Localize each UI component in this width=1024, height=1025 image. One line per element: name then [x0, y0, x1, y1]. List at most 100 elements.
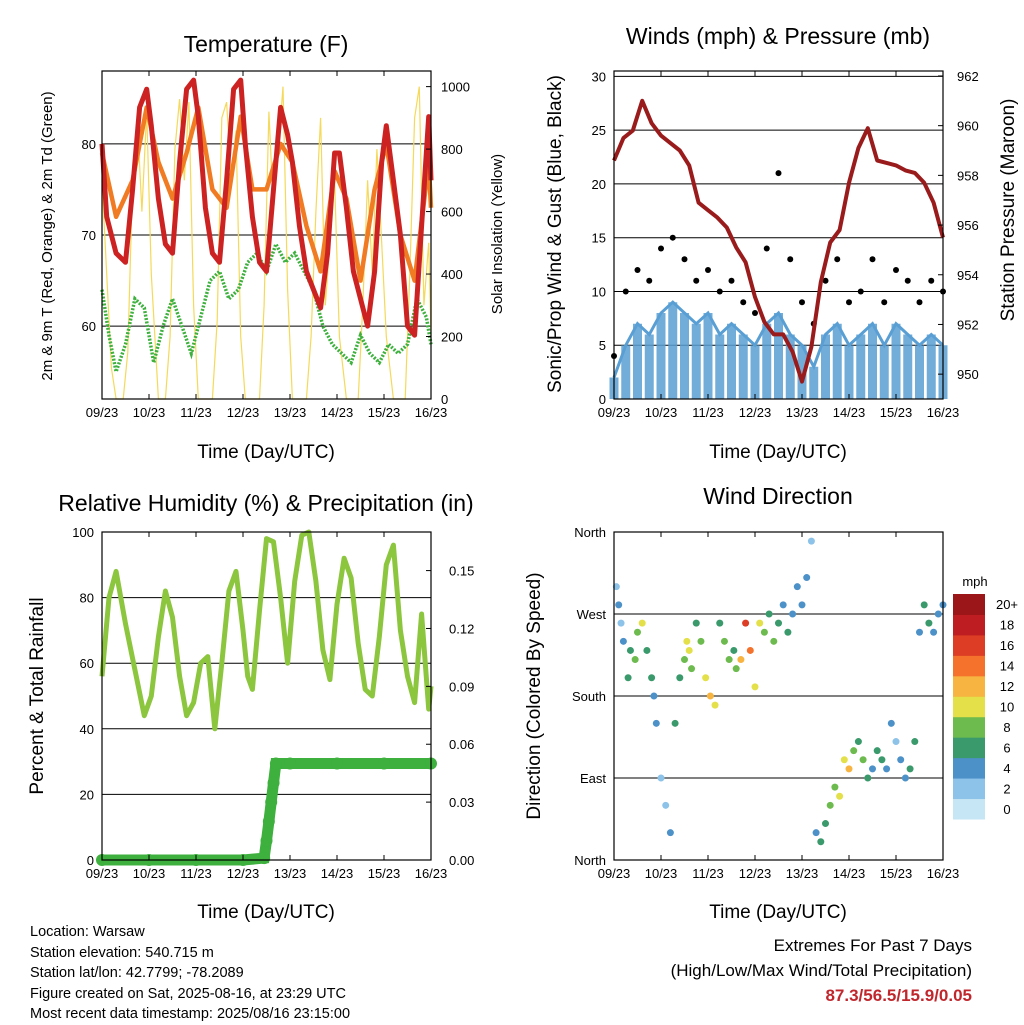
x-tick-label: 11/23: [180, 405, 212, 420]
wind-direction-point: [702, 674, 710, 682]
y-tick-label: 25: [592, 123, 606, 138]
wind-direction-point: [666, 829, 674, 837]
wind-direction-point: [887, 719, 895, 727]
x-tick-label: 10/23: [133, 405, 166, 420]
y-right-tick-label: 952: [957, 317, 979, 332]
gust-point: [799, 299, 805, 306]
colorbar-swatch: [953, 675, 985, 697]
precipitation-point: [265, 796, 278, 809]
y-right-tick-label: 962: [957, 69, 979, 84]
precipitation-point: [331, 757, 343, 770]
gust-point: [622, 288, 629, 295]
y-tick-label: 80: [82, 137, 96, 152]
wind-direction-point: [859, 756, 867, 764]
wind-direction-ylabel: Direction (Colored By Speed): [524, 572, 545, 819]
y-right-tick-label: 0.03: [449, 795, 474, 810]
y-tick-label: 20: [80, 787, 94, 802]
x-tick-label: 13/23: [274, 405, 307, 420]
x-tick-label: 15/23: [880, 866, 913, 881]
colorbar-swatch: [953, 614, 985, 636]
wind-direction-point: [685, 646, 693, 654]
gust-point: [846, 299, 852, 306]
plot-area: [612, 531, 947, 861]
x-tick-label: 13/23: [786, 866, 819, 881]
x-tick-label: 09/23: [598, 866, 631, 881]
gust-point: [857, 288, 864, 295]
wind-direction-point: [662, 801, 670, 809]
gust-point: [928, 277, 935, 284]
wind-direction-point: [671, 719, 679, 727]
y-tick-label: 20: [592, 177, 606, 192]
wind-direction-point: [716, 619, 724, 627]
y-tick-label: 100: [72, 525, 94, 540]
wind-direction-point: [617, 619, 625, 627]
plot-border: [613, 70, 944, 400]
colorbar-label: 14: [1000, 659, 1014, 674]
wind-direction-point: [869, 765, 876, 773]
colorbar-label: 4: [1003, 761, 1010, 776]
colorbar-swatch: [953, 778, 985, 800]
gust-point: [752, 309, 758, 316]
wind-direction-point: [906, 765, 914, 773]
wind-direction-point: [746, 646, 754, 654]
colorbar-swatch: [953, 798, 985, 820]
precipitation-point: [284, 757, 296, 770]
wind-direction-point: [624, 674, 632, 682]
x-tick-label: 15/23: [368, 405, 401, 420]
y-right-tick-label: 960: [957, 119, 979, 134]
colorbar-label: 18: [1000, 618, 1014, 633]
y-tick-label: North: [574, 525, 606, 540]
colorbar-label: 8: [1003, 720, 1010, 735]
x-tick-label: 14/23: [321, 405, 354, 420]
wind-direction-point: [765, 610, 773, 618]
y-tick-label: 15: [592, 231, 606, 246]
x-tick-label: 16/23: [415, 405, 448, 420]
y-tick-label: 60: [80, 656, 94, 671]
solar-ylabel: Solar Insolation (Yellow): [489, 154, 506, 314]
station-latlon: Station lat/lon: 42.7799; -78.2089: [30, 965, 244, 981]
y-tick-label: 30: [592, 69, 606, 84]
y-tick-label: South: [572, 689, 606, 704]
colorbar-swatch: [953, 655, 985, 677]
colorbar-label: 12: [1000, 679, 1014, 694]
wind-direction-point: [925, 619, 933, 627]
plot-border: [613, 531, 944, 861]
plot-area: [99, 71, 434, 400]
y-right-tick-label: 200: [441, 330, 463, 345]
y-tick-label: West: [577, 607, 607, 622]
wind-direction-point: [626, 646, 634, 654]
x-tick-label: 13/23: [786, 405, 819, 420]
winds-title: Winds (mph) & Pressure (mb): [626, 23, 930, 49]
wind-direction-point: [742, 619, 750, 627]
wind-direction-point: [697, 637, 705, 645]
humidity-xlabel: Time (Day/UTC): [197, 902, 335, 923]
data-timestamp: Most recent data timestamp: 2025/08/16 2…: [30, 1006, 351, 1022]
wind-direction-panel: Wind Direction Time (Day/UTC) Direction …: [524, 483, 1018, 923]
wind-direction-point: [643, 646, 651, 654]
y-tick-label: 5: [599, 338, 606, 353]
colorbar-swatch: [953, 696, 985, 718]
gust-point: [658, 245, 664, 252]
x-tick-label: 16/23: [927, 866, 960, 881]
wind-direction-point: [817, 838, 825, 846]
winds-xlabel: Time (Day/UTC): [709, 442, 847, 463]
wind-direction-point: [615, 601, 623, 609]
y-right-tick-label: 0.00: [449, 853, 474, 868]
y-right-tick-label: 800: [441, 142, 463, 157]
wind-direction-point: [831, 783, 839, 791]
wind-direction-point: [751, 683, 759, 691]
wind-direction-point: [803, 574, 811, 582]
precipitation-point: [262, 815, 275, 828]
x-tick-label: 16/23: [927, 405, 960, 420]
wind-direction-point: [779, 601, 787, 609]
x-tick-label: 10/23: [645, 866, 678, 881]
gust-point: [834, 256, 841, 263]
x-tick-label: 14/23: [321, 866, 354, 881]
wind-direction-point: [840, 756, 848, 764]
x-tick-label: 12/23: [227, 405, 260, 420]
wind-direction-point: [638, 619, 646, 627]
wind-direction-point: [725, 656, 733, 664]
wind-direction-point: [652, 719, 660, 727]
x-tick-label: 09/23: [598, 405, 631, 420]
precipitation-point: [258, 852, 271, 865]
